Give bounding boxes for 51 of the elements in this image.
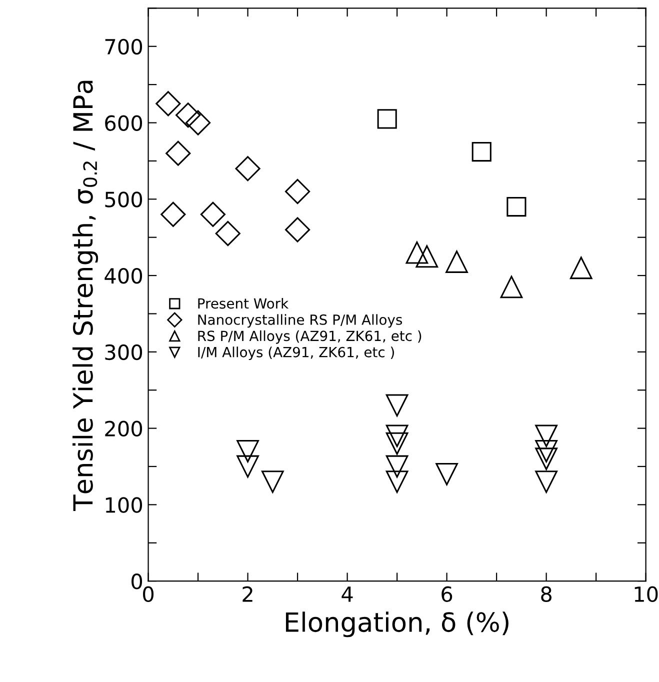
y-axis-title: Tensile Yield Strength, σ$_{0.2}$ / MPa: [72, 80, 98, 511]
point: [166, 140, 191, 166]
x-tick-label: 0: [143, 586, 154, 602]
x-tick-label: 6: [442, 586, 452, 602]
x-tick-label: 8: [541, 586, 552, 602]
point: [377, 109, 397, 129]
point: [284, 178, 310, 204]
point: [416, 245, 438, 268]
point: [176, 102, 201, 128]
y-tick-label: 400: [104, 268, 142, 284]
x-tick-label: 2: [242, 586, 252, 602]
point: [386, 470, 408, 493]
point: [436, 462, 458, 486]
point: [236, 440, 259, 462]
point: [386, 424, 408, 448]
point: [200, 202, 226, 227]
point: [535, 448, 558, 470]
point: [446, 250, 468, 273]
point: [570, 256, 592, 280]
legend-label: RS P/M Alloys (AZ91, ZK61, etc ): [198, 330, 422, 344]
point: [284, 217, 310, 242]
point: [156, 91, 181, 116]
point: [506, 196, 526, 217]
y-tick-label: 200: [105, 420, 142, 437]
y-tick-label: 500: [105, 192, 142, 208]
y-tick-label: 100: [106, 497, 142, 513]
legend-label: Present Work: [198, 298, 289, 309]
x-tick-label: 10: [634, 586, 658, 602]
y-tick-label: 0: [132, 574, 142, 590]
y-tick-label: 600: [105, 115, 142, 131]
x-tick-label: 4: [342, 586, 353, 602]
x-axis-title: Elongation, δ (%): [286, 612, 508, 638]
point: [406, 241, 428, 264]
point: [500, 276, 523, 298]
point: [472, 142, 492, 162]
point: [261, 470, 284, 493]
point: [215, 220, 240, 246]
y-tick-label: 700: [105, 38, 142, 55]
point: [185, 110, 211, 136]
y-tick-label: 300: [105, 344, 142, 360]
point: [535, 440, 558, 462]
legend-label: Nanocrystalline RS P/M Alloys: [198, 314, 402, 328]
point: [535, 424, 558, 448]
point: [235, 156, 260, 182]
legend-label: I/M Alloys (AZ91, ZK61, etc ): [198, 346, 394, 360]
point: [236, 455, 259, 478]
point: [386, 394, 408, 417]
point: [160, 202, 186, 227]
point: [535, 470, 558, 493]
point: [386, 455, 408, 478]
point: [386, 432, 408, 455]
